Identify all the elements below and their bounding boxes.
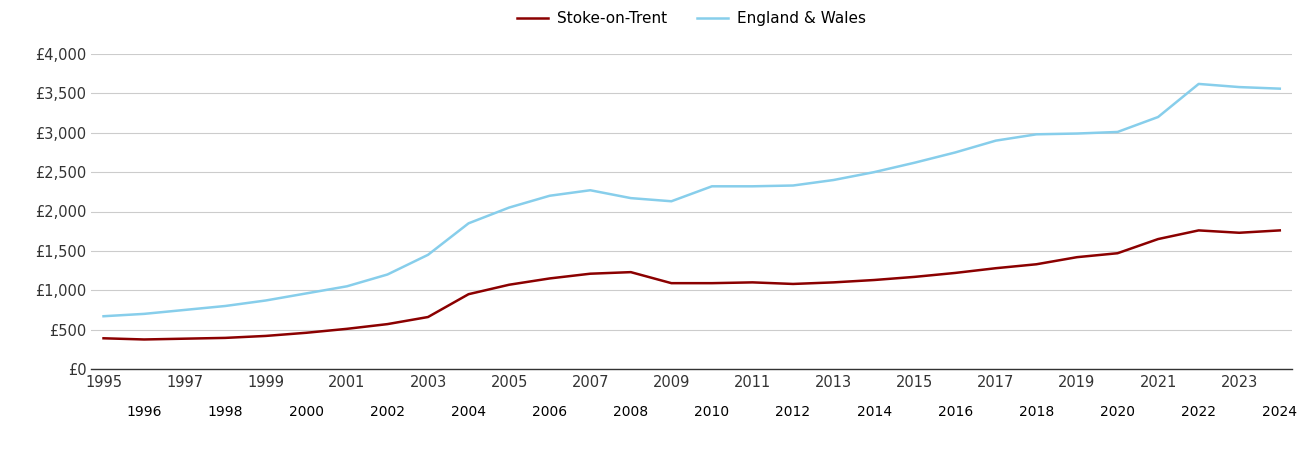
England & Wales [380, 272, 395, 277]
Stoke-on-Trent [745, 279, 761, 285]
Stoke-on-Trent [461, 292, 476, 297]
Stoke-on-Trent [258, 333, 274, 338]
England & Wales [258, 298, 274, 303]
Stoke-on-Trent [176, 336, 192, 342]
Stoke-on-Trent [299, 330, 315, 335]
England & Wales [1069, 131, 1084, 136]
Stoke-on-Trent [1272, 228, 1288, 233]
England & Wales [95, 314, 111, 319]
Stoke-on-Trent [95, 336, 111, 341]
Stoke-on-Trent [420, 314, 436, 319]
England & Wales [582, 188, 598, 193]
Stoke-on-Trent [1109, 251, 1125, 256]
Stoke-on-Trent [542, 276, 557, 281]
England & Wales [1150, 114, 1165, 120]
England & Wales [542, 193, 557, 198]
England & Wales [299, 291, 315, 296]
Stoke-on-Trent [622, 270, 638, 275]
Stoke-on-Trent [1150, 236, 1165, 242]
England & Wales [461, 220, 476, 226]
Line: Stoke-on-Trent: Stoke-on-Trent [103, 230, 1280, 339]
Stoke-on-Trent [988, 266, 1004, 271]
England & Wales [218, 303, 234, 309]
England & Wales [1232, 84, 1248, 90]
England & Wales [1191, 81, 1207, 86]
England & Wales [947, 150, 963, 155]
Stoke-on-Trent [907, 274, 923, 279]
Stoke-on-Trent [663, 280, 679, 286]
England & Wales [786, 183, 801, 188]
England & Wales [136, 311, 151, 317]
England & Wales [867, 169, 882, 175]
Stoke-on-Trent [947, 270, 963, 275]
England & Wales [907, 160, 923, 165]
Stoke-on-Trent [1069, 254, 1084, 260]
England & Wales [420, 252, 436, 257]
Legend: Stoke-on-Trent, England & Wales: Stoke-on-Trent, England & Wales [512, 5, 872, 32]
Stoke-on-Trent [582, 271, 598, 276]
Stoke-on-Trent [339, 326, 355, 332]
Stoke-on-Trent [867, 277, 882, 283]
Stoke-on-Trent [826, 279, 842, 285]
Stoke-on-Trent [380, 321, 395, 327]
England & Wales [176, 307, 192, 313]
Stoke-on-Trent [786, 281, 801, 287]
Stoke-on-Trent [705, 280, 720, 286]
England & Wales [745, 184, 761, 189]
Stoke-on-Trent [1232, 230, 1248, 235]
England & Wales [988, 138, 1004, 143]
Stoke-on-Trent [1191, 228, 1207, 233]
Line: England & Wales: England & Wales [103, 84, 1280, 316]
Stoke-on-Trent [218, 335, 234, 341]
England & Wales [501, 205, 517, 210]
England & Wales [663, 198, 679, 204]
Stoke-on-Trent [501, 282, 517, 288]
Stoke-on-Trent [1028, 261, 1044, 267]
England & Wales [1109, 129, 1125, 135]
England & Wales [1272, 86, 1288, 91]
England & Wales [622, 195, 638, 201]
England & Wales [826, 177, 842, 183]
England & Wales [339, 284, 355, 289]
England & Wales [705, 184, 720, 189]
England & Wales [1028, 131, 1044, 137]
Stoke-on-Trent [136, 337, 151, 342]
